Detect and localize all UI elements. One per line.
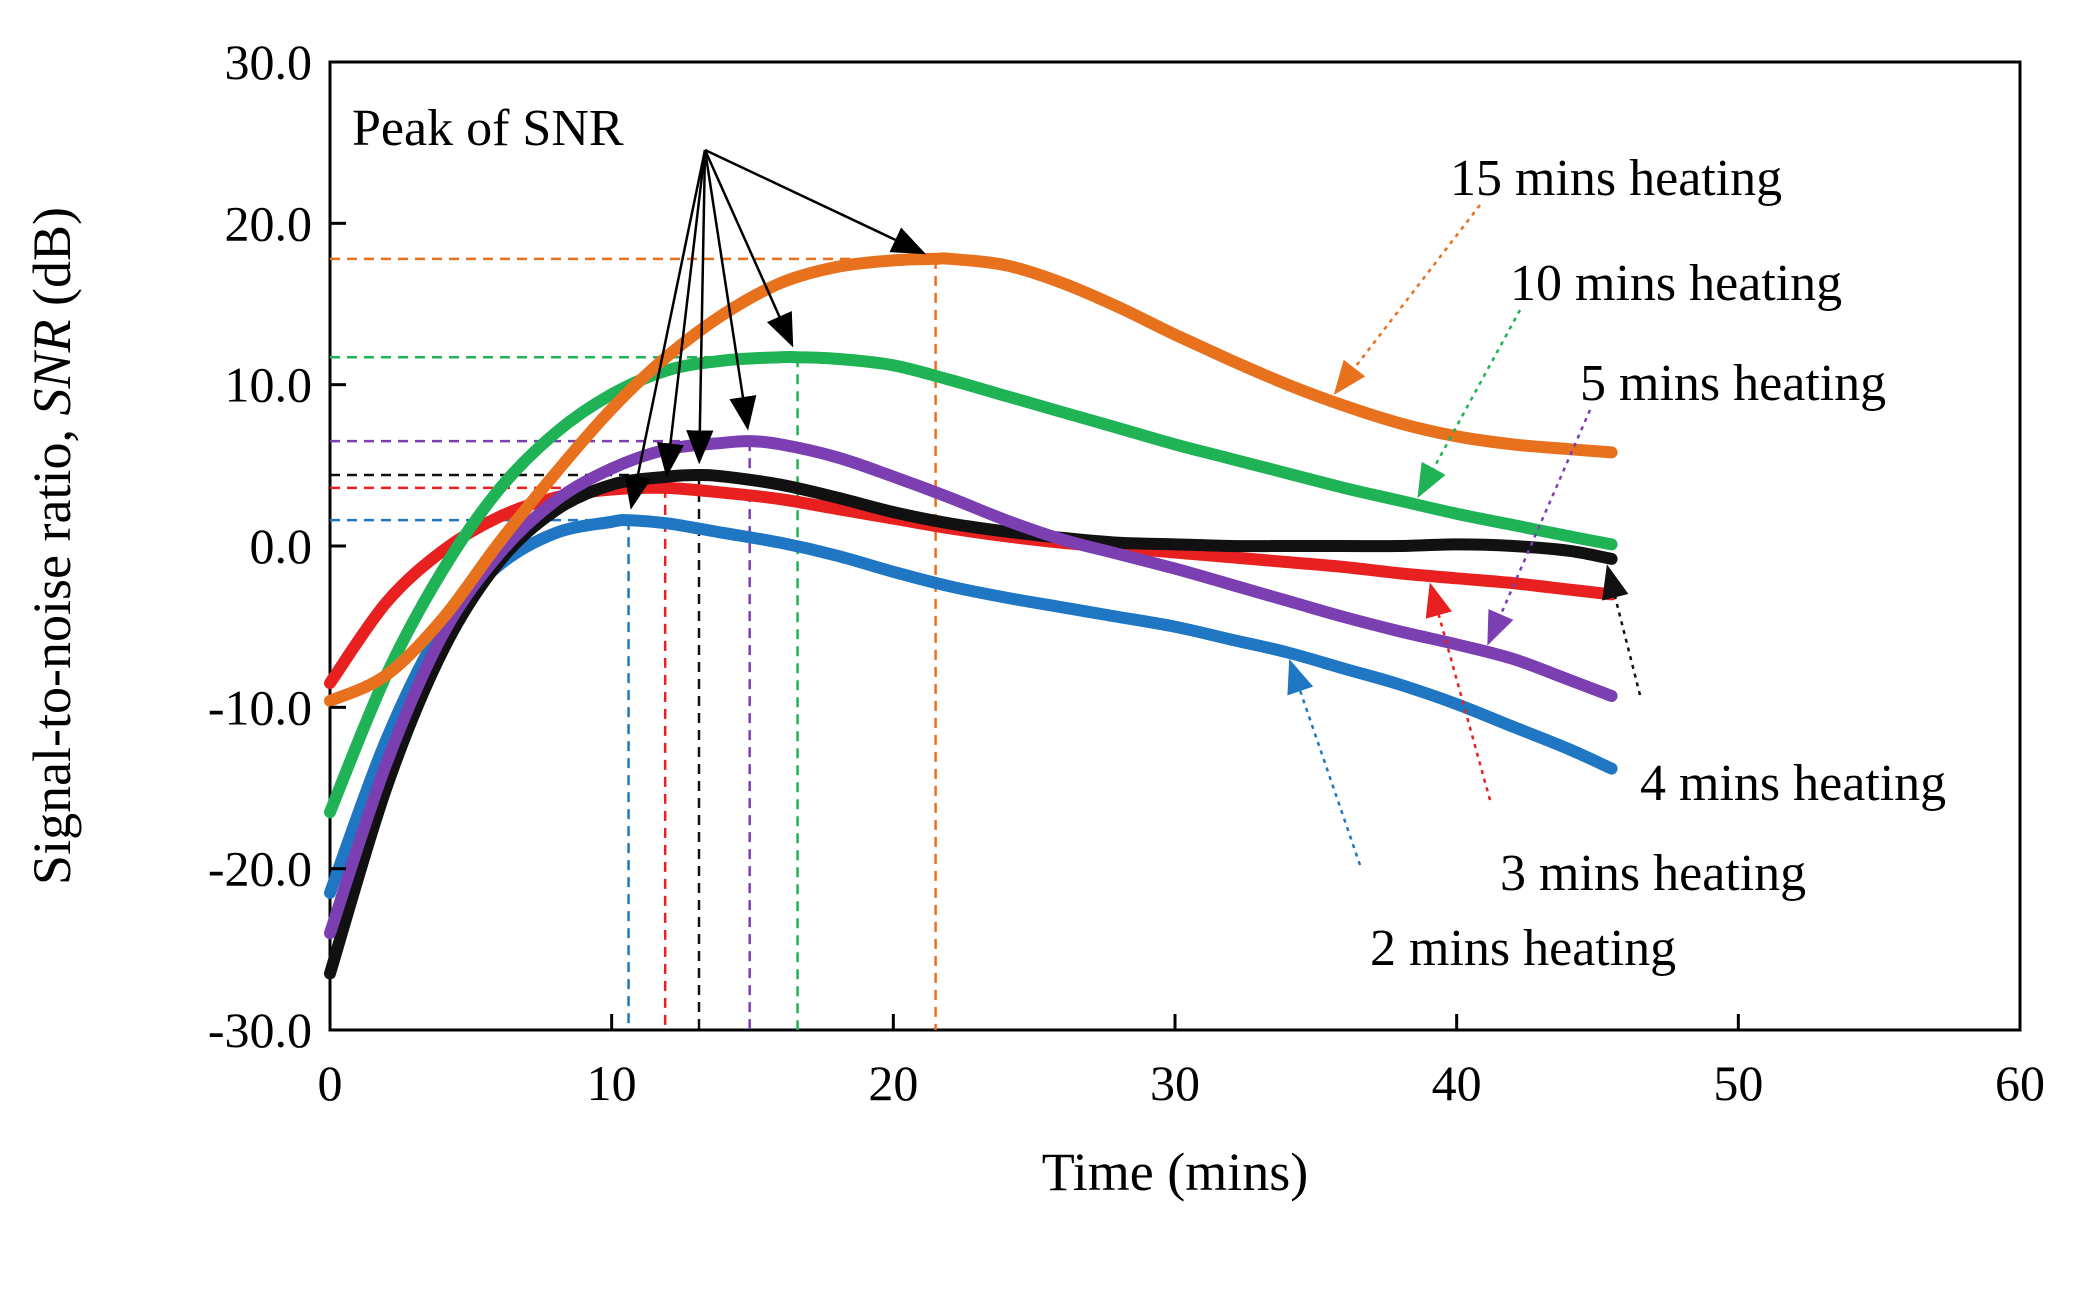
- series-label-arrow: [1417, 309, 1522, 499]
- y-tick-label: 0.0: [250, 518, 313, 574]
- peak-arrow: [624, 149, 707, 510]
- peak-arrow: [703, 149, 757, 431]
- y-tick-label: -30.0: [208, 1002, 312, 1058]
- peak-arrow: [656, 149, 707, 478]
- x-tick-label: 40: [1432, 1055, 1482, 1111]
- y-tick-label: 20.0: [225, 195, 313, 251]
- y-axis-title-italic: SNR: [22, 320, 82, 416]
- series-lines: [324, 252, 1618, 980]
- x-tick-label: 60: [1995, 1055, 2045, 1111]
- series-label: 2 mins heating: [1370, 920, 1676, 977]
- x-tick-label: 20: [868, 1055, 918, 1111]
- x-tick-label: 0: [318, 1055, 343, 1111]
- series-label-arrow: [1602, 564, 1642, 696]
- x-tick-label: 50: [1713, 1055, 1763, 1111]
- axis-ticks: 0 10 20 30 40 50 60 -30.0 -20.0 -10.0 0.0 10.0 20.0 3…: [208, 34, 2045, 1111]
- series-label: 3 mins heating: [1500, 845, 1806, 902]
- y-tick-label: -10.0: [208, 679, 312, 735]
- y-tick-label: -20.0: [208, 841, 312, 897]
- y-axis-title: Signal-to-noise ratio, SNR (dB): [22, 207, 82, 885]
- series-line: [324, 350, 1618, 819]
- label-arrows: [624, 148, 1642, 866]
- x-tick-label: 10: [587, 1055, 637, 1111]
- series-label-arrow: [1425, 582, 1492, 801]
- series-label-arrow: [1487, 409, 1592, 646]
- y-axis-title-prefix: Signal-to-noise ratio,: [22, 416, 82, 885]
- peak-arrow: [704, 148, 926, 255]
- series-line: [324, 252, 1618, 707]
- y-tick-label: 30.0: [225, 34, 313, 90]
- series-label-arrow: [1333, 204, 1481, 396]
- series-label: 5 mins heating: [1580, 355, 1886, 412]
- x-tick-label: 30: [1150, 1055, 1200, 1111]
- peak-annotation-label: Peak of SNR: [352, 100, 624, 157]
- y-axis-title-suffix: (dB): [22, 207, 82, 319]
- series-label: 4 mins heating: [1640, 755, 1946, 812]
- peak-arrow: [686, 149, 714, 465]
- x-axis-title: Time (mins): [1042, 1142, 1309, 1202]
- series-line: [324, 435, 1618, 940]
- series-label: 15 mins heating: [1450, 150, 1782, 207]
- peak-arrow: [703, 149, 794, 348]
- series-label-arrow: [1287, 658, 1362, 866]
- series-label: 10 mins heating: [1510, 255, 1842, 312]
- chart-text: Time (mins) Signal-to-noise ratio, SNR (…: [22, 100, 1946, 1202]
- y-tick-label: 10.0: [225, 357, 313, 413]
